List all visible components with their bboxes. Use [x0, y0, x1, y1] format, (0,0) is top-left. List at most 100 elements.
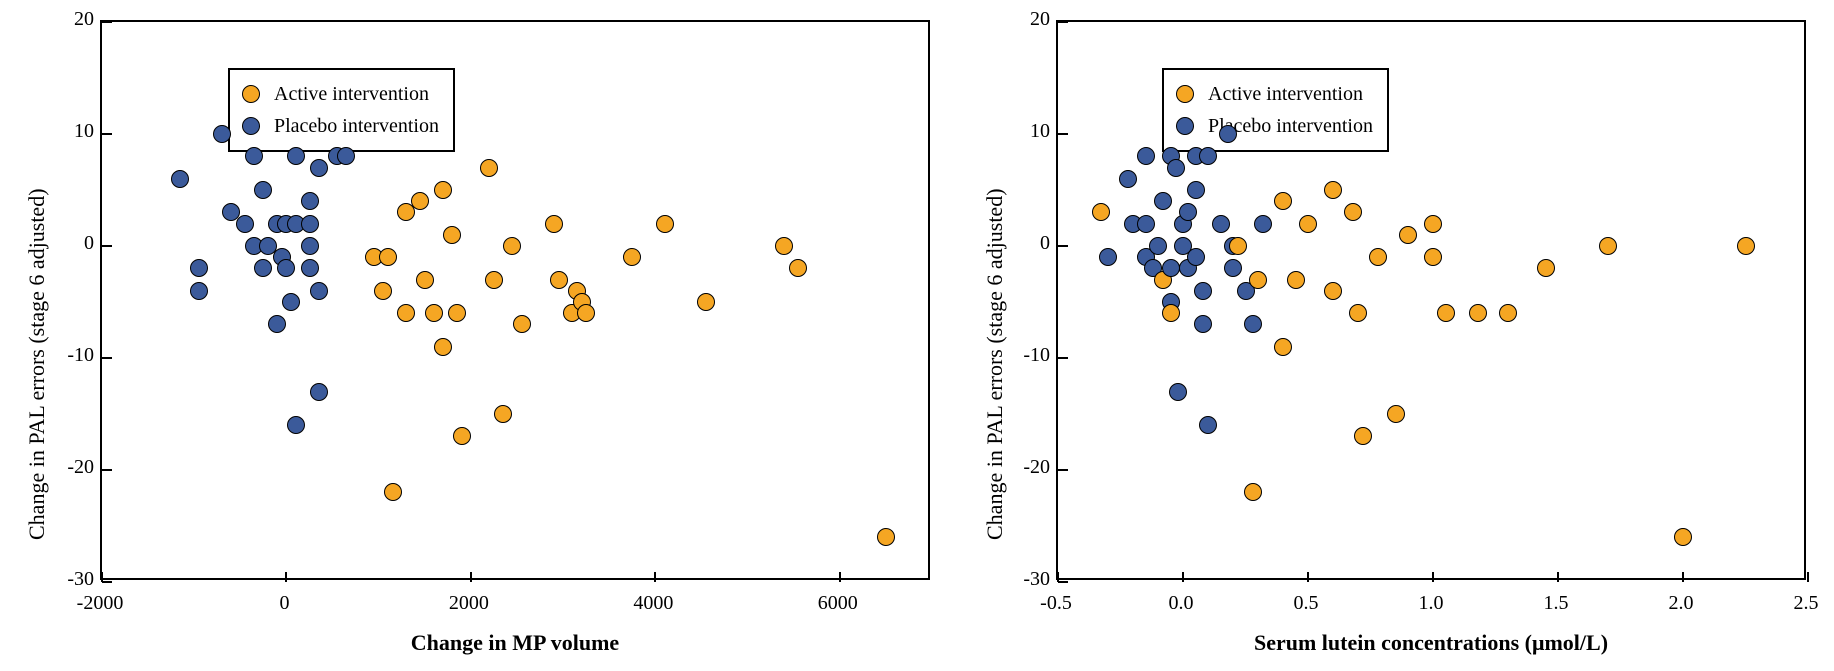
- x-tick: [1057, 572, 1059, 582]
- x-tick: [285, 572, 287, 582]
- data-point-active: [397, 304, 415, 322]
- legend-row-placebo: Placebo intervention: [1176, 110, 1373, 142]
- data-point-placebo: [301, 237, 319, 255]
- data-point-active: [1674, 528, 1692, 546]
- x-tick-label: -2000: [60, 592, 140, 615]
- panel-b-x-title: Serum lutein concentrations (μmol/L): [1056, 630, 1806, 656]
- y-tick-label: -10: [34, 344, 94, 367]
- data-point-placebo: [190, 282, 208, 300]
- data-point-placebo: [190, 259, 208, 277]
- data-point-active: [1162, 304, 1180, 322]
- data-point-active: [577, 304, 595, 322]
- y-tick-label: 20: [34, 8, 94, 31]
- y-tick: [102, 133, 112, 135]
- x-tick: [839, 572, 841, 582]
- data-point-active: [1287, 271, 1305, 289]
- data-point-active: [434, 181, 452, 199]
- data-point-placebo: [287, 147, 305, 165]
- data-point-placebo: [1187, 248, 1205, 266]
- y-tick-label: 10: [34, 120, 94, 143]
- data-point-placebo: [245, 147, 263, 165]
- data-point-placebo: [1224, 259, 1242, 277]
- data-point-placebo: [236, 215, 254, 233]
- data-point-placebo: [1119, 170, 1137, 188]
- x-tick-label: 2000: [429, 592, 509, 615]
- data-point-placebo: [1199, 147, 1217, 165]
- panel-a-x-title: Change in MP volume: [100, 630, 930, 656]
- data-point-active: [1469, 304, 1487, 322]
- data-point-placebo: [1254, 215, 1272, 233]
- legend-row-placebo: Placebo intervention: [242, 110, 439, 142]
- data-point-placebo: [1137, 215, 1155, 233]
- y-tick-label: 0: [34, 232, 94, 255]
- y-tick-label: -30: [990, 568, 1050, 591]
- legend-marker-active: [1176, 85, 1194, 103]
- data-point-active: [1369, 248, 1387, 266]
- figure: A Change in PAL errors (stage 6 adjusted…: [0, 0, 1834, 671]
- data-point-placebo: [301, 215, 319, 233]
- y-tick: [1058, 581, 1068, 583]
- x-tick: [654, 572, 656, 582]
- x-tick-label: 0.5: [1266, 592, 1346, 615]
- data-point-active: [1599, 237, 1617, 255]
- x-tick: [1182, 572, 1184, 582]
- data-point-active: [1324, 282, 1342, 300]
- data-point-active: [1537, 259, 1555, 277]
- data-point-active: [443, 226, 461, 244]
- legend-label-placebo: Placebo intervention: [274, 115, 439, 138]
- data-point-placebo: [282, 293, 300, 311]
- data-point-active: [623, 248, 641, 266]
- data-point-active: [1344, 203, 1362, 221]
- data-point-active: [1399, 226, 1417, 244]
- panel-a-legend: Active intervention Placebo intervention: [228, 68, 455, 152]
- data-point-active: [494, 405, 512, 423]
- data-point-active: [384, 483, 402, 501]
- y-tick-label: -10: [990, 344, 1050, 367]
- data-point-active: [434, 338, 452, 356]
- data-point-active: [1244, 483, 1262, 501]
- legend-marker-placebo: [242, 117, 260, 135]
- data-point-active: [448, 304, 466, 322]
- x-tick-label: 1.5: [1516, 592, 1596, 615]
- data-point-active: [485, 271, 503, 289]
- data-point-placebo: [1154, 192, 1172, 210]
- data-point-active: [416, 271, 434, 289]
- y-tick-label: -20: [34, 456, 94, 479]
- data-point-placebo: [1219, 125, 1237, 143]
- data-point-active: [550, 271, 568, 289]
- data-point-active: [1349, 304, 1367, 322]
- y-tick: [1058, 357, 1068, 359]
- data-point-active: [545, 215, 563, 233]
- x-tick: [1432, 572, 1434, 582]
- data-point-placebo: [1194, 282, 1212, 300]
- data-point-placebo: [268, 315, 286, 333]
- data-point-placebo: [1169, 383, 1187, 401]
- data-point-placebo: [310, 159, 328, 177]
- data-point-placebo: [337, 147, 355, 165]
- panel-a-plot-area: Active intervention Placebo intervention: [100, 20, 930, 580]
- data-point-active: [1229, 237, 1247, 255]
- legend-marker-placebo: [1176, 117, 1194, 135]
- data-point-placebo: [1187, 181, 1205, 199]
- x-tick-label: 1.0: [1391, 592, 1471, 615]
- x-tick-label: 2.0: [1641, 592, 1721, 615]
- data-point-active: [425, 304, 443, 322]
- data-point-placebo: [1149, 237, 1167, 255]
- data-point-placebo: [1099, 248, 1117, 266]
- data-point-placebo: [1194, 315, 1212, 333]
- data-point-active: [411, 192, 429, 210]
- data-point-active: [1499, 304, 1517, 322]
- data-point-active: [789, 259, 807, 277]
- data-point-active: [379, 248, 397, 266]
- data-point-active: [775, 237, 793, 255]
- y-tick: [102, 357, 112, 359]
- data-point-placebo: [1162, 259, 1180, 277]
- data-point-placebo: [310, 282, 328, 300]
- data-point-placebo: [1244, 315, 1262, 333]
- data-point-active: [1437, 304, 1455, 322]
- data-point-active: [1424, 215, 1442, 233]
- x-tick: [101, 572, 103, 582]
- data-point-placebo: [301, 259, 319, 277]
- data-point-placebo: [287, 416, 305, 434]
- x-tick: [1307, 572, 1309, 582]
